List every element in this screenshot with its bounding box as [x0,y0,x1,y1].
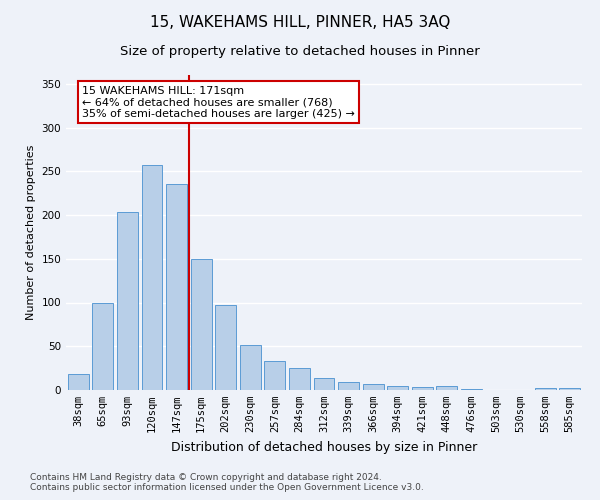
Bar [117,212,138,390]
Text: Size of property relative to detached houses in Pinner: Size of property relative to detached ho… [120,45,480,58]
Bar [92,302,113,390]
Bar [535,388,556,390]
Bar [142,165,163,390]
Bar [166,184,187,390]
Bar [362,384,383,390]
Text: 15, WAKEHAMS HILL, PINNER, HA5 3AQ: 15, WAKEHAMS HILL, PINNER, HA5 3AQ [150,15,450,30]
Text: Contains public sector information licensed under the Open Government Licence v3: Contains public sector information licen… [30,484,424,492]
Bar [215,305,236,390]
Bar [289,368,310,390]
Y-axis label: Number of detached properties: Number of detached properties [26,145,36,320]
X-axis label: Distribution of detached houses by size in Pinner: Distribution of detached houses by size … [171,440,477,454]
Bar [436,386,457,390]
Bar [338,382,359,390]
Bar [314,378,334,390]
Bar [68,374,89,390]
Bar [412,386,433,390]
Text: 15 WAKEHAMS HILL: 171sqm
← 64% of detached houses are smaller (768)
35% of semi-: 15 WAKEHAMS HILL: 171sqm ← 64% of detach… [82,86,355,118]
Bar [191,259,212,390]
Bar [559,388,580,390]
Bar [461,389,482,390]
Bar [240,344,261,390]
Bar [265,361,286,390]
Bar [387,386,408,390]
Text: Contains HM Land Registry data © Crown copyright and database right 2024.: Contains HM Land Registry data © Crown c… [30,474,382,482]
